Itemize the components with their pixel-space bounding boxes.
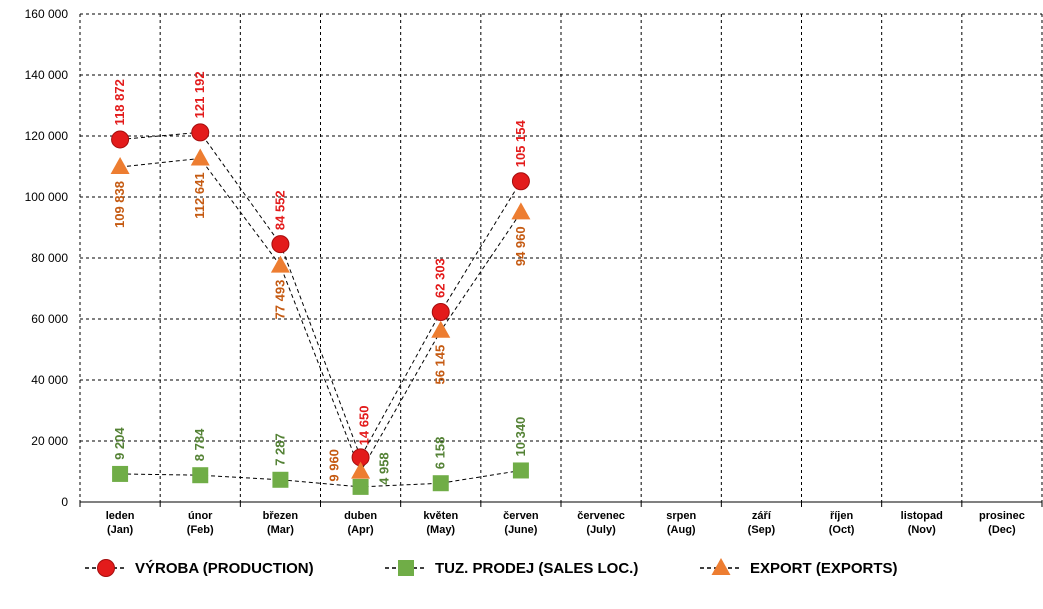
legend-marker-production [97,559,115,577]
y-tick-label: 120 000 [25,129,69,143]
x-tick-label: (July) [586,524,616,536]
y-axis: 0 20 000 40 000 60 000 80 000 100 000 120 000 1… [25,7,69,509]
x-tick-label: září [752,510,772,522]
legend-label-export: EXPORT (EXPORTS) [750,560,898,577]
y-tick-label: 100 000 [25,190,69,204]
series-line-production [120,131,522,459]
x-tick-label: únor [188,510,213,522]
grid-lines [79,13,1043,502]
data-label-production: 14 650 [357,406,372,446]
data-point-production [511,172,530,191]
x-tick-label: červenec [577,510,625,522]
data-label-sales: 7 287 [272,433,287,466]
data-labels: 118 872 121 192 84 552 14 650 62 303 105 154 9… [112,71,528,485]
x-tick-label: (Nov) [908,524,936,536]
x-tick-label: (Dec) [988,524,1016,536]
legend-label-production: VÝROBA (PRODUCTION) [135,559,314,577]
data-label-export: 56 145 [433,345,448,385]
data-label-sales: 6 158 [433,437,448,470]
x-tick-label: (Aug) [667,524,696,536]
legend-label-sales: TUZ. PRODEJ (SALES LOC.) [435,560,638,577]
x-tick-label: (June) [504,524,537,536]
y-tick-label: 40 000 [31,373,68,387]
x-tick-label: (Sep) [748,524,776,536]
data-label-sales: 10 340 [513,417,528,457]
x-tick-label: (Oct) [829,524,855,536]
data-point-export [270,255,290,273]
data-label-sales: 4 958 [377,452,392,485]
data-point-export [431,320,451,338]
data-label-production: 121 192 [192,71,207,118]
y-tick-label: 60 000 [31,312,68,326]
y-tick-label: 80 000 [31,251,68,265]
series-markers [110,123,531,495]
data-point-production [271,235,290,254]
x-tick-label: (Mar) [267,524,294,536]
x-tick-label: listopad [901,510,943,522]
y-tick-label: 140 000 [25,68,69,82]
data-label-export: 77 493 [272,280,287,320]
data-label-export: 109 838 [112,181,127,228]
data-point-production [431,302,450,321]
x-tick-label: prosinec [979,510,1025,522]
data-point-sales [512,462,529,479]
x-axis: leden (Jan) únor (Feb) březen (Mar) duben (Apr)… [79,501,1043,536]
y-tick-label: 20 000 [31,434,68,448]
data-point-sales [352,478,369,495]
series-lines [120,131,522,488]
series-line-export [120,157,522,473]
data-point-export [110,156,130,174]
legend-marker-sales [398,560,414,576]
data-label-sales: 9 204 [112,427,127,460]
data-label-production: 105 154 [513,120,528,168]
y-tick-label: 160 000 [25,7,69,21]
data-point-sales [112,465,129,482]
x-tick-label: srpen [666,510,696,522]
data-point-export [511,202,531,220]
x-tick-label: květen [423,510,458,522]
x-tick-label: (Apr) [347,524,374,536]
data-point-sales [272,471,289,488]
x-tick-label: leden [106,510,135,522]
y-tick-label: 0 [61,495,68,509]
data-label-production: 84 552 [272,190,287,230]
data-point-export [190,148,210,166]
data-label-production: 62 303 [433,258,448,298]
series-line-sales [120,469,521,488]
data-label-export: 112 641 [192,172,207,218]
data-label-sales: 8 784 [192,428,207,461]
x-tick-label: říjen [830,510,854,522]
data-point-sales [432,475,449,492]
legend-marker-export [711,558,731,575]
data-point-production [191,123,210,142]
data-point-export [351,461,371,479]
legend: VÝROBA (PRODUCTION) TUZ. PRODEJ (SALES LO… [85,558,898,577]
data-point-sales [192,467,209,484]
data-point-production [111,130,130,149]
x-tick-label: (Feb) [187,524,214,536]
data-label-export: 9 960 [327,449,342,482]
data-label-export: 94 960 [513,226,528,266]
x-tick-label: červen [503,510,539,522]
x-tick-label: březen [263,510,299,522]
x-tick-label: duben [344,510,377,522]
x-tick-label: (Jan) [107,524,134,536]
data-label-production: 118 872 [112,79,127,125]
x-tick-label: (May) [426,524,455,536]
